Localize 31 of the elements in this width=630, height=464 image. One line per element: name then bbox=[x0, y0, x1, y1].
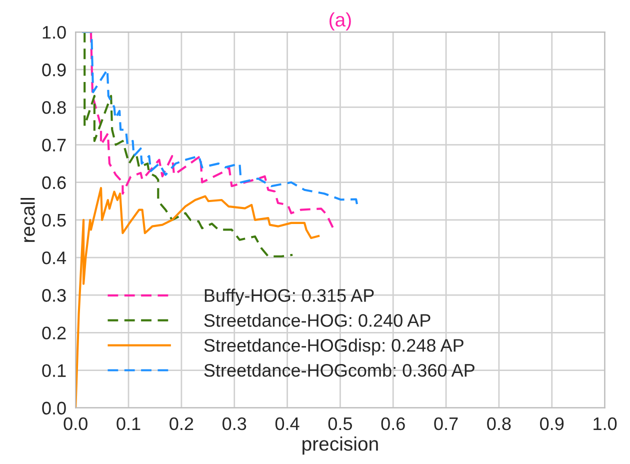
x-tick-label: 1.0 bbox=[594, 417, 617, 430]
chart-title: (a) bbox=[330, 12, 351, 30]
y-tick-label: 0.6 bbox=[42, 176, 66, 190]
line-series bbox=[90, 32, 334, 228]
legend-label: Streetdance-HOGcomb: 0.360 AP bbox=[204, 364, 474, 377]
legend-label: Streetdance-HOGdisp: 0.248 AP bbox=[204, 338, 464, 356]
y-tick-label: 0.3 bbox=[42, 289, 66, 302]
y-tick-label: 0.8 bbox=[42, 101, 66, 114]
y-tick-label: 0.0 bbox=[42, 402, 66, 415]
y-tick-label: 0.4 bbox=[42, 251, 66, 264]
x-tick-label: 0.6 bbox=[381, 417, 405, 430]
x-tick-label: 0.8 bbox=[487, 417, 511, 430]
x-tick-label: 0.9 bbox=[540, 417, 564, 430]
x-tick-label: 0.3 bbox=[222, 417, 246, 430]
y-tick-label: 0.1 bbox=[42, 364, 66, 377]
x-axis-title: precision bbox=[302, 436, 378, 455]
y-tick-label: 0.5 bbox=[42, 214, 66, 227]
x-tick-label: 0.4 bbox=[275, 417, 300, 430]
y-axis-title: recall bbox=[20, 198, 35, 242]
line-series bbox=[84, 32, 294, 258]
x-tick-label: 0.0 bbox=[64, 417, 88, 430]
y-tick-label: 0.2 bbox=[42, 326, 66, 340]
legend-label: Streetdance-HOG: 0.240 AP bbox=[204, 314, 430, 327]
x-tick-label: 0.1 bbox=[116, 417, 140, 430]
y-tick-label: 1.0 bbox=[42, 26, 66, 39]
y-tick-label: 0.9 bbox=[42, 64, 66, 76]
x-tick-label: 0.7 bbox=[434, 417, 458, 430]
x-tick-label: 0.5 bbox=[328, 417, 352, 430]
x-tick-label: 0.2 bbox=[170, 417, 194, 430]
legend-label: Buffy-HOG: 0.315 AP bbox=[204, 288, 374, 306]
y-tick-label: 0.7 bbox=[42, 138, 66, 152]
